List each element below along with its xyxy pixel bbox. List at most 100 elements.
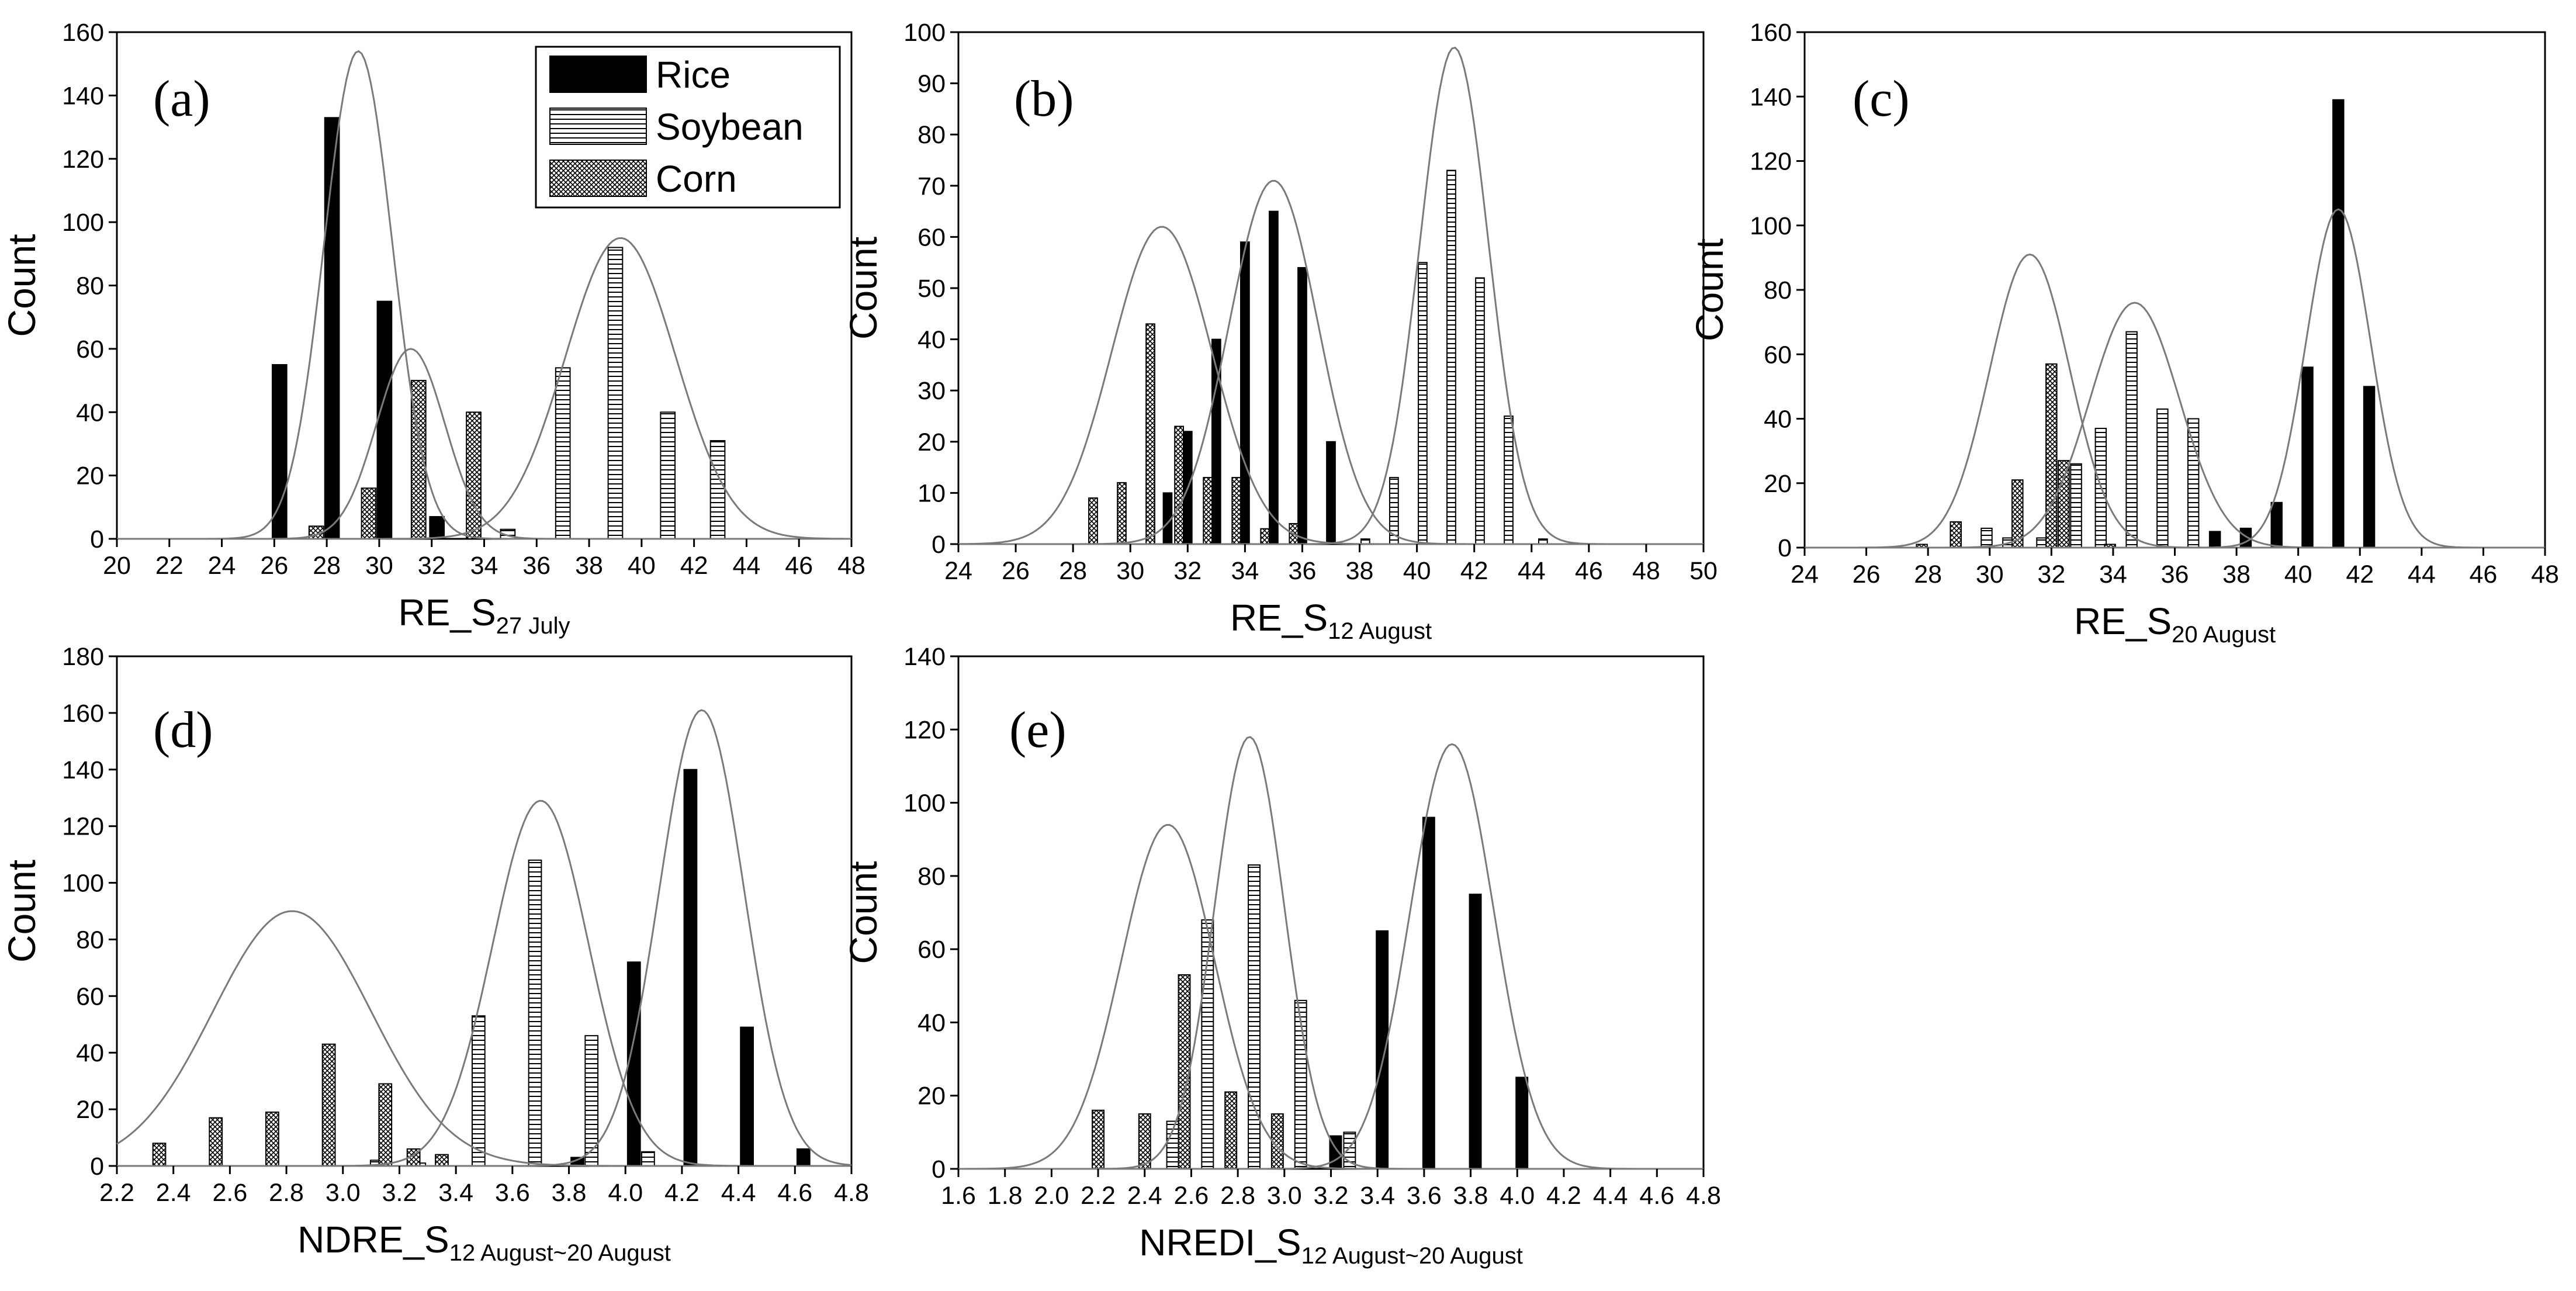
x-tick-label: 34 — [470, 552, 498, 580]
x-tick-label: 2.0 — [1034, 1182, 1069, 1210]
x-tick-label: 4.8 — [1686, 1182, 1721, 1210]
bar-corn — [1174, 425, 1184, 545]
bar-corn — [152, 1143, 167, 1167]
bar-soybean — [607, 247, 624, 539]
bar-rice — [2363, 386, 2376, 548]
x-tick-label: 30 — [1976, 560, 2004, 589]
x-tick-label: 30 — [365, 552, 393, 580]
chart-panel-a: 20 22 24 26 28 30 32 34 36 38 40 42 44 46 480204060801… — [0, 19, 865, 639]
x-tick-label: 4.8 — [834, 1179, 869, 1207]
legend-swatch-rice — [549, 56, 647, 93]
y-tick-label: 120 — [1750, 148, 1792, 176]
panel-label: (a) — [153, 71, 210, 127]
x-tick-label: 26 — [260, 552, 288, 580]
x-tick-label: 36 — [522, 552, 550, 580]
bar-soybean — [641, 1151, 655, 1167]
legend-label-rice: Rice — [656, 54, 730, 96]
legend-swatch-soybean — [549, 108, 647, 145]
y-tick-label: 60 — [917, 936, 946, 964]
x-tick-label: 3.8 — [1453, 1182, 1488, 1210]
x-tick-label: 32 — [1173, 557, 1202, 585]
x-tick-label: 42 — [1460, 557, 1488, 585]
x-tick-label: 2.8 — [269, 1179, 304, 1207]
x-tick-label: 24 — [208, 552, 236, 580]
bar-rice — [1422, 816, 1435, 1169]
y-tick-label: 160 — [62, 19, 104, 47]
plot-frame — [957, 655, 1705, 1170]
bar-rice — [376, 300, 393, 539]
y-tick-label: 40 — [1764, 406, 1792, 434]
x-tick-label: 3.4 — [438, 1179, 473, 1207]
x-tick-label: 44 — [1518, 557, 1546, 585]
chart-panel-d: 2.2 2.4 2.6 2.8 3.0 3.2 3.4 3.6 3.8 4.0 4.2 4.4 4.6 4… — [0, 643, 869, 1266]
x-tick-label: 42 — [680, 552, 708, 580]
fit-curve-soybean — [958, 736, 1704, 1170]
fit-curve-soybean — [1805, 302, 2545, 549]
plot-frame — [1803, 31, 2546, 549]
bar-rice — [2208, 531, 2221, 548]
bar-soybean — [471, 1015, 486, 1167]
y-tick-label: 120 — [903, 716, 946, 744]
legend: Rice Soybean Corn — [535, 46, 841, 209]
bar-soybean — [1446, 169, 1456, 545]
fit-curve-soybean — [958, 46, 1704, 545]
x-tick-label: 50 — [1689, 557, 1718, 585]
x-tick-label: 36 — [2161, 560, 2189, 589]
bar-soybean — [1981, 527, 1993, 548]
x-tick-label: 3.2 — [382, 1179, 417, 1207]
bar-rice — [2332, 99, 2345, 548]
y-tick-label: 0 — [1778, 534, 1792, 562]
y-tick-label: 20 — [76, 1096, 104, 1124]
fit-curve-corn — [1805, 253, 2545, 549]
bar-corn — [466, 411, 482, 539]
x-tick-label: 40 — [1403, 557, 1431, 585]
bar-corn — [321, 1043, 336, 1167]
x-tick-label: 44 — [2408, 560, 2436, 589]
y-tick-label: 40 — [76, 1039, 104, 1067]
x-axis-title: RE_S27 July — [399, 591, 570, 639]
y-tick-label: 100 — [903, 790, 946, 818]
x-tick-label: 2.6 — [212, 1179, 247, 1207]
y-tick-label: 20 — [917, 428, 946, 456]
y-tick-label: 100 — [62, 209, 104, 237]
y-tick-label: 20 — [1764, 470, 1792, 498]
bar-rice — [2301, 366, 2314, 548]
bar-rice — [1326, 441, 1336, 545]
fit-curve-corn — [958, 824, 1704, 1170]
y-tick-label: 40 — [917, 326, 946, 354]
y-tick-label: 60 — [76, 982, 104, 1010]
y-axis-title: Count — [842, 861, 885, 964]
x-tick-label: 22 — [155, 552, 183, 580]
x-tick-label: 3.4 — [1360, 1182, 1395, 1210]
x-tick-label: 28 — [313, 552, 341, 580]
y-tick-label: 80 — [1764, 276, 1792, 304]
panel-label: (c) — [1853, 71, 1910, 127]
fit-curve-soybean — [117, 237, 851, 540]
bar-corn — [1138, 1113, 1151, 1170]
x-tick-label: 24 — [1791, 560, 1819, 589]
x-axis-title: RE_S20 August — [2074, 600, 2276, 648]
bar-soybean — [1248, 864, 1261, 1170]
panel-label: (e) — [1009, 702, 1067, 759]
y-tick-label: 140 — [1750, 83, 1792, 111]
panels: 20 22 24 26 28 30 32 34 36 38 40 42 44 46 480204060801… — [0, 19, 2559, 1269]
x-tick-label: 38 — [2222, 560, 2250, 589]
x-tick-label: 46 — [1575, 557, 1603, 585]
x-tick-label: 2.4 — [1127, 1182, 1162, 1210]
bar-corn — [1145, 323, 1155, 545]
bar-soybean — [1418, 262, 1428, 545]
x-tick-label: 34 — [2099, 560, 2127, 589]
legend-label-corn: Corn — [656, 158, 737, 200]
x-tick-label: 3.0 — [326, 1179, 361, 1207]
legend-item-rice: Rice — [549, 54, 730, 96]
y-tick-label: 90 — [917, 70, 946, 98]
x-tick-label: 36 — [1289, 557, 1317, 585]
bar-rice — [429, 516, 445, 539]
y-tick-label: 20 — [76, 462, 104, 490]
bar-corn — [1224, 1091, 1238, 1169]
x-tick-label: 4.2 — [1546, 1182, 1581, 1210]
x-tick-label: 26 — [1002, 557, 1030, 585]
x-tick-label: 34 — [1231, 557, 1259, 585]
y-tick-label: 0 — [932, 1155, 946, 1183]
